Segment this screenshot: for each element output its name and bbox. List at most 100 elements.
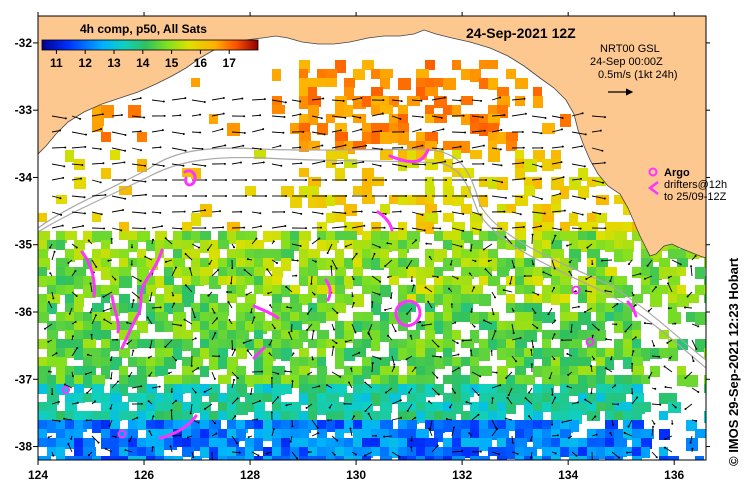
- sst-cell: [128, 240, 138, 252]
- current-vector: [165, 259, 173, 263]
- current-vector: [71, 115, 81, 120]
- current-vector: [406, 259, 413, 269]
- sst-cell: [425, 186, 435, 198]
- current-vector: [651, 355, 660, 358]
- current-vector: [147, 317, 153, 325]
- current-vector-head: [590, 392, 593, 395]
- sst-cell: [632, 267, 641, 278]
- current-vector-head: [603, 116, 606, 119]
- current-vector: [271, 131, 284, 134]
- current-vector-head: [597, 328, 600, 331]
- current-vector-head: [99, 181, 102, 184]
- current-vector: [351, 211, 362, 213]
- current-vector: [571, 306, 579, 309]
- current-vector-head: [484, 268, 487, 271]
- current-vector-head: [53, 250, 56, 253]
- sst-cell: [281, 240, 291, 251]
- sst-cell: [425, 105, 434, 117]
- current-vector-head: [491, 397, 494, 400]
- current-vector-head: [367, 412, 370, 415]
- sst-cell: [578, 330, 587, 340]
- sst-cell: [605, 348, 615, 359]
- sst-cell: [155, 276, 165, 288]
- current-vector: [291, 113, 301, 117]
- sst-cell: [659, 330, 669, 339]
- current-vector-head: [398, 455, 401, 458]
- current-vector: [571, 112, 583, 117]
- sst-cell: [227, 456, 240, 460]
- current-vector: [345, 339, 353, 343]
- sst-cell: [47, 321, 57, 333]
- current-vector: [491, 307, 494, 315]
- sst-cell: [254, 393, 265, 402]
- current-vector-head: [123, 161, 126, 164]
- sst-cell: [164, 456, 174, 460]
- sst-cell: [65, 348, 78, 358]
- sst-cell: [407, 438, 419, 448]
- sst-cell: [173, 438, 185, 447]
- current-vector-head: [124, 197, 127, 200]
- sst-cell: [65, 150, 74, 162]
- current-vector: [131, 163, 146, 167]
- sst-cell: [335, 375, 348, 384]
- current-vector: [131, 227, 145, 229]
- sst-cell: [506, 303, 516, 313]
- current-vector: [624, 432, 633, 437]
- sst-cell: [146, 447, 156, 456]
- current-vector-head: [350, 367, 353, 370]
- sst-cell: [614, 321, 624, 333]
- current-vector-head: [421, 144, 424, 147]
- current-vector: [91, 147, 101, 150]
- sst-cell: [155, 411, 166, 423]
- sst-cell: [119, 303, 130, 313]
- sst-cell: [236, 384, 247, 397]
- sst-cell: [65, 339, 74, 349]
- sst-cell: [434, 114, 447, 123]
- sst-cell: [578, 240, 588, 252]
- current-vector-head: [100, 213, 103, 216]
- sst-cell: [596, 429, 606, 442]
- current-vector-head: [345, 179, 347, 181]
- sst-cell: [398, 114, 408, 125]
- sst-cell: [452, 231, 463, 240]
- sst-cell: [344, 87, 354, 100]
- sst-cell: [623, 447, 632, 456]
- sst-cell: [506, 420, 516, 431]
- current-vector: [664, 366, 673, 373]
- sst-cell: [542, 429, 553, 438]
- current-vector: [86, 387, 93, 394]
- sst-cell: [47, 402, 57, 413]
- current-vector-head: [205, 179, 207, 181]
- sst-cell: [326, 312, 338, 321]
- current-vector-head: [184, 149, 187, 152]
- current-vector-head: [456, 277, 459, 280]
- sst-cell: [101, 339, 111, 352]
- sst-cell: [146, 393, 156, 405]
- current-vector: [311, 115, 322, 119]
- sst-cell: [182, 438, 193, 451]
- current-vector-head: [570, 330, 573, 333]
- current-vector-head: [279, 144, 282, 147]
- drifter-track: [120, 248, 164, 350]
- sst-cell: [245, 420, 256, 429]
- current-vector-head: [406, 312, 409, 315]
- sst-cell: [164, 303, 174, 314]
- sst-cell: [695, 312, 706, 325]
- sst-cell: [614, 348, 625, 360]
- sst-cell: [101, 438, 113, 449]
- current-vector: [271, 225, 286, 229]
- current-vector-head: [592, 357, 595, 360]
- current-vector: [511, 323, 515, 334]
- current-vector-head: [110, 377, 113, 380]
- sst-cell: [551, 204, 561, 213]
- sst-cell: [497, 429, 509, 438]
- sst-cell: [308, 96, 321, 107]
- current-vector: [251, 317, 255, 325]
- current-vector: [331, 211, 346, 214]
- current-vector-head: [184, 252, 187, 255]
- sst-cell: [668, 267, 678, 279]
- current-vector-head: [581, 112, 584, 115]
- current-vector-head: [529, 439, 532, 442]
- drifter-tracks: [80, 148, 638, 440]
- current-vector-head: [222, 112, 225, 115]
